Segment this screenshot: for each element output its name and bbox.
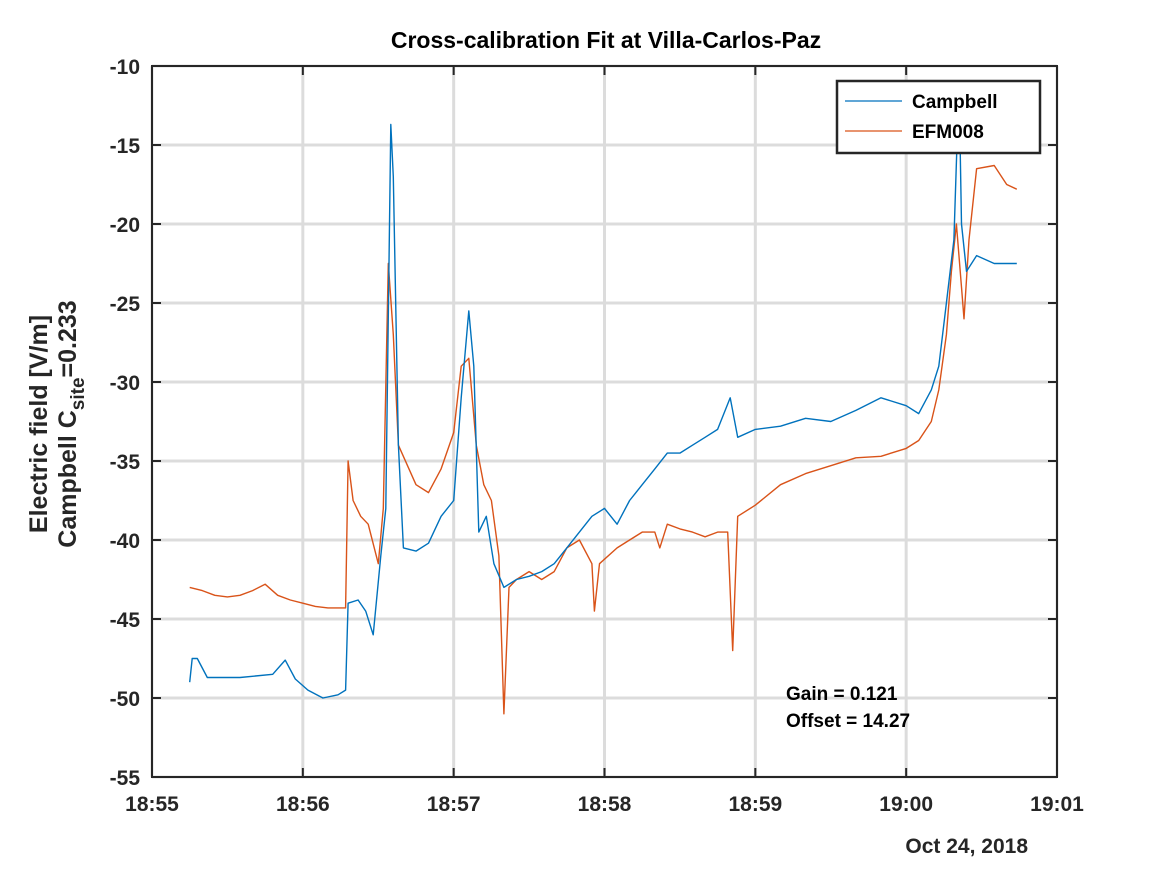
y-tick-label-8: -50 — [110, 688, 140, 711]
y-tick-label-9: -55 — [110, 767, 141, 790]
y-tick-label-0: -10 — [110, 56, 140, 79]
x-tick-label-1: 18:56 — [276, 793, 330, 816]
legend-label-efm008: EFM008 — [912, 122, 984, 143]
legend: Campbell EFM008 — [835, 79, 1042, 155]
axis-ticks — [151, 65, 1058, 778]
chart-title: Cross-calibration Fit at Villa-Carlos-Pa… — [391, 27, 821, 53]
y-tick-label-7: -45 — [110, 609, 141, 632]
csite-value: =0.233 — [54, 300, 82, 377]
csite-subscript: site — [68, 377, 89, 410]
gridlines — [150, 64, 1059, 779]
legend-box — [835, 79, 1042, 155]
series-layer — [189, 81, 1018, 715]
y-axis-label-csite: Campbell Csite=0.233 — [54, 300, 89, 547]
gain-annotation: Gain = 0.121 — [786, 684, 898, 705]
x-tick-label-5: 19:00 — [879, 793, 933, 816]
y-axis-label-line2: Campbell Csite=0.233 — [54, 300, 89, 547]
y-tick-label-6: -40 — [110, 530, 140, 553]
y-axis-label-text: Electric field [V/m] — [25, 315, 53, 533]
series-line-campbell — [189, 81, 1017, 699]
y-tick-label-2: -20 — [110, 214, 140, 237]
y-tick-label-4: -30 — [110, 372, 140, 395]
x-tick-label-2: 18:57 — [427, 793, 481, 816]
x-tick-label-3: 18:58 — [578, 793, 632, 816]
y-tick-label-1: -15 — [110, 135, 141, 158]
legend-label-campbell: Campbell — [912, 92, 998, 113]
x-tick-labels: 18:55 18:56 18:57 18:58 18:59 19:00 19:01 — [125, 793, 1084, 816]
x-tick-label-0: 18:55 — [125, 793, 179, 816]
series-line-efm008 — [189, 164, 1018, 715]
y-tick-labels: -10 -15 -20 -25 -30 -35 -40 -45 -50 -55 — [110, 56, 141, 790]
x-tick-label-6: 19:01 — [1030, 793, 1084, 816]
csite-main: Campbell C — [54, 410, 82, 548]
y-axis-label-line1: Electric field [V/m] — [25, 315, 53, 533]
x-tick-label-4: 18:59 — [728, 793, 782, 816]
offset-annotation: Offset = 14.27 — [786, 711, 910, 732]
x-date-label: Oct 24, 2018 — [905, 835, 1028, 858]
y-tick-label-5: -35 — [110, 451, 141, 474]
y-tick-label-3: -25 — [110, 293, 141, 316]
